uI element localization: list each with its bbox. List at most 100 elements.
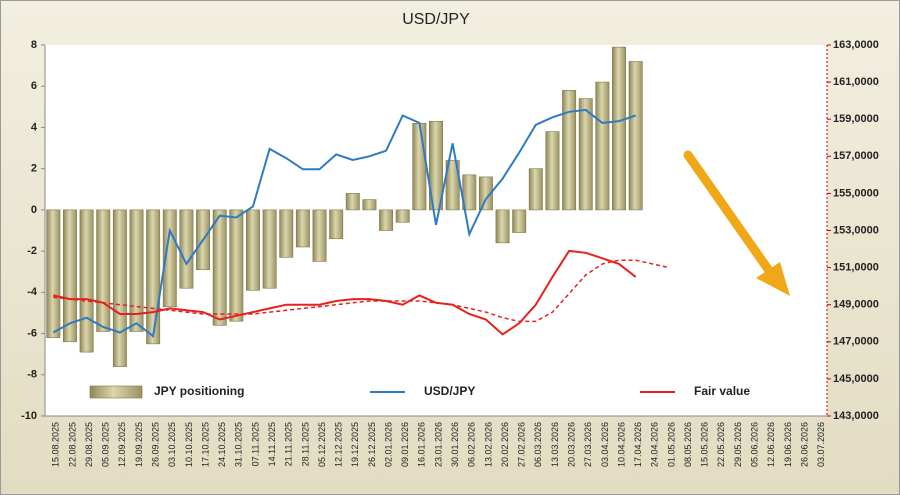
x-tick-label: 14.11.2025 xyxy=(267,422,277,466)
x-tick-label: 24.04.2026 xyxy=(650,422,660,467)
x-tick-label: 29.05.2026 xyxy=(733,422,743,467)
y2-tick-label: 151,0000 xyxy=(833,262,879,274)
bar xyxy=(395,209,410,223)
x-tick-label: 19.12.2025 xyxy=(350,422,360,467)
x-tick-label: 31.10.2025 xyxy=(234,422,244,467)
x-tick-label: 20.02.2026 xyxy=(500,422,510,467)
x-tick-label: 27.02.2026 xyxy=(517,422,527,467)
y2-tick-label: 155,0000 xyxy=(833,187,879,199)
x-tick-label: 08.05.2026 xyxy=(683,422,693,467)
x-tick-label: 28.11.2025 xyxy=(300,422,310,466)
bar xyxy=(412,123,427,211)
x-tick-label: 26.06.2026 xyxy=(799,422,809,467)
line xyxy=(53,249,637,336)
x-tick-label: 05.09.2025 xyxy=(101,422,111,467)
bar xyxy=(329,209,344,240)
x-tick-label: 07.11.2025 xyxy=(250,422,260,466)
bar xyxy=(162,209,177,308)
bar xyxy=(279,209,294,258)
x-tick-label: 15.08.2025 xyxy=(51,422,61,467)
bar xyxy=(312,209,327,262)
line xyxy=(52,108,637,339)
x-tick-label: 13.02.2026 xyxy=(483,422,493,467)
x-tick-label: 20.03.2026 xyxy=(566,422,576,467)
bar xyxy=(129,209,144,332)
bar xyxy=(478,176,493,211)
bar xyxy=(46,209,61,338)
y-tick-label: 6 xyxy=(31,80,37,92)
x-tick-label: 06.03.2026 xyxy=(533,422,543,467)
bar xyxy=(429,120,443,211)
x-tick-label: 05.06.2026 xyxy=(750,422,760,467)
bar xyxy=(595,81,610,211)
x-tick-label: 15.05.2026 xyxy=(700,422,710,467)
y-tick-label: -10 xyxy=(21,410,37,422)
legend-swatch xyxy=(89,385,143,399)
bar xyxy=(512,209,527,233)
x-tick-label: 01.05.2026 xyxy=(666,422,676,467)
x-tick-label: 26.09.2025 xyxy=(151,422,161,467)
y2-tick-label: 153,0000 xyxy=(833,224,879,236)
bar xyxy=(262,209,277,289)
y2-tick-label: 161,0000 xyxy=(833,76,879,88)
x-tick-label: 22.05.2026 xyxy=(716,422,726,467)
x-tick-label: 17.10.2025 xyxy=(200,422,210,467)
x-tick-label: 10.10.2025 xyxy=(184,422,194,467)
bar xyxy=(379,209,394,231)
legend-label: Fair value xyxy=(694,384,750,398)
x-tick-label: 05.12.2025 xyxy=(317,422,327,467)
bar xyxy=(578,98,593,211)
y-tick-label: 4 xyxy=(31,121,38,133)
x-tick-label: 29.08.2025 xyxy=(84,422,94,467)
y2-tick-label: 143,0000 xyxy=(833,410,879,422)
bar xyxy=(212,209,227,326)
x-tick-label: 30.01.2026 xyxy=(450,422,460,467)
x-tick-label: 17.04.2026 xyxy=(633,422,643,467)
plot-area xyxy=(45,45,827,416)
bar xyxy=(362,199,377,211)
y2-tick-label: 145,0000 xyxy=(833,373,879,385)
arrow-head xyxy=(756,262,790,296)
legend-label: USD/JPY xyxy=(424,384,475,398)
bar xyxy=(179,209,194,289)
bar xyxy=(562,90,577,211)
bar xyxy=(146,209,161,345)
x-tick-label: 19.06.2026 xyxy=(783,422,793,467)
y-tick-label: 0 xyxy=(31,204,37,216)
y2-tick-label: 147,0000 xyxy=(833,336,879,348)
x-tick-label: 10.04.2026 xyxy=(616,422,626,467)
x-tick-label: 09.01.2026 xyxy=(400,422,410,467)
x-tick-label: 19.09.2025 xyxy=(134,422,144,467)
x-tick-label: 12.09.2025 xyxy=(117,422,127,467)
y2-tick-label: 159,0000 xyxy=(833,113,879,125)
bar xyxy=(246,209,260,291)
y-tick-label: 8 xyxy=(31,39,37,51)
y2-tick-label: 163,0000 xyxy=(833,39,879,51)
x-tick-label: 16.01.2026 xyxy=(417,422,427,467)
trend-line xyxy=(53,259,670,323)
chart-title: USD/JPY xyxy=(402,11,470,28)
bar xyxy=(495,209,510,244)
bar xyxy=(528,168,543,211)
x-tick-label: 26.12.2025 xyxy=(367,422,377,467)
y-tick-label: -2 xyxy=(27,245,37,257)
arrow-shaft xyxy=(683,150,775,277)
x-tick-label: 03.07.2026 xyxy=(816,422,826,467)
bar xyxy=(229,209,244,322)
x-tick-label: 03.10.2025 xyxy=(167,422,177,467)
x-tick-label: 13.03.2026 xyxy=(550,422,560,467)
y-tick-label: -6 xyxy=(27,327,37,339)
bar xyxy=(112,209,127,367)
x-tick-label: 12.12.2025 xyxy=(334,422,344,467)
y2-tick-label: 157,0000 xyxy=(833,150,879,162)
x-tick-label: 06.02.2026 xyxy=(467,422,477,467)
x-tick-label: 03.04.2026 xyxy=(600,422,610,467)
bar xyxy=(628,61,643,211)
bar xyxy=(63,209,77,343)
y-tick-label: -8 xyxy=(27,369,37,381)
bar xyxy=(79,209,94,353)
x-tick-label: 27.03.2026 xyxy=(583,422,593,467)
x-tick-label: 02.01.2026 xyxy=(383,422,393,467)
bar xyxy=(96,209,111,332)
